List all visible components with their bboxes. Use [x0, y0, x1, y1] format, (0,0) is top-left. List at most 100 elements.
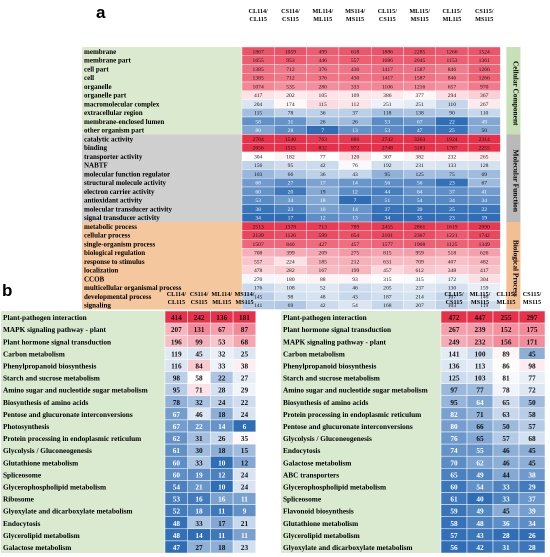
cell-value: 953 [286, 58, 295, 64]
cell-value: 54 [417, 198, 423, 204]
cell-value: 35 [417, 216, 423, 222]
cell-value: 25 [449, 207, 455, 213]
cell-value: 12 [320, 216, 326, 222]
cell-value: 120 [351, 154, 360, 160]
cell-value: 89 [502, 349, 510, 358]
cell-value: 972 [351, 146, 360, 152]
row-label: localization [84, 267, 118, 275]
cell-value: 56 [450, 543, 458, 552]
cell-value: 45 [195, 349, 203, 358]
cell-value: 14 [352, 207, 358, 213]
cell-value: 2513 [253, 224, 264, 230]
cell-value: 712 [286, 67, 295, 73]
pathway-label: Phenylpropanoid biosynthesis [3, 362, 96, 371]
row-label: signaling [84, 302, 111, 310]
pathway-label: Glycerophospholipid metabolism [283, 483, 386, 492]
cell-value: 31 [195, 434, 203, 443]
cell-value: 1361 [479, 58, 490, 64]
cell-value: 136 [216, 313, 227, 322]
cell-value: 52 [320, 286, 326, 292]
cell-value: 77 [528, 374, 536, 383]
header-b-col: CS115 [191, 299, 208, 306]
cell-value: 763 [319, 137, 328, 143]
cell-value: 28 [288, 128, 294, 134]
cell-value: 22 [218, 374, 226, 383]
cell-value: 49 [481, 119, 487, 125]
cell-value: 46 [502, 458, 510, 467]
cell-value: 152 [501, 325, 512, 334]
cell-value: 44 [385, 189, 391, 195]
cell-value: 103 [475, 374, 486, 383]
cell-value: 156 [254, 163, 263, 169]
row-label: NABTF [84, 162, 108, 170]
cell-value: 28 [502, 531, 510, 540]
cell-value: 34 [528, 519, 536, 528]
cell-value: 535 [286, 84, 295, 90]
cell-value: 100 [475, 349, 486, 358]
cell-value: 99 [195, 337, 203, 346]
cell-value: 1266 [479, 76, 490, 82]
cell-value: 32 [218, 349, 226, 358]
cell-value: 3263 [414, 137, 425, 143]
group-strip [506, 222, 521, 310]
cell-value: 34 [481, 198, 487, 204]
header-a-col-4: MS114/ [345, 8, 365, 15]
pathway-label: Ribosome [3, 495, 35, 504]
cell-value: 62 [476, 458, 484, 467]
header-a-col-6: ML115/ [409, 8, 430, 15]
cell-value: 131 [194, 325, 205, 334]
pathway-label: Amino sugar and nucleotide sugar metabol… [3, 386, 148, 395]
cell-value: 23 [449, 181, 455, 187]
cell-value: 709 [415, 259, 424, 265]
cell-value: 12 [241, 458, 249, 467]
cell-value: 26 [218, 434, 226, 443]
cell-value: 386 [383, 93, 392, 99]
cell-value: 37 [385, 207, 391, 213]
heatmap-cell [518, 540, 546, 554]
cell-value: 447 [475, 313, 486, 322]
cell-value: 1577 [382, 242, 393, 248]
cell-value: 207 [171, 325, 182, 334]
pathway-label: Endocytosis [283, 446, 320, 455]
cell-value: 1686 [382, 58, 393, 64]
cell-value: 10 [218, 483, 226, 492]
cell-value: 42 [476, 543, 484, 552]
cell-value: 42 [320, 303, 326, 309]
header-a-col-7: CL115/ [442, 8, 462, 15]
pathway-label: Glyoxylate and dicarboxylate metabolism [283, 543, 413, 552]
cell-value: 105 [319, 93, 328, 99]
cell-value: 67 [481, 181, 487, 187]
pathway-label: Pentose and glucuronate interconversions [283, 422, 413, 431]
cell-value: 145 [254, 294, 263, 300]
cell-value: 80 [255, 128, 261, 134]
pathway-label: Biosynthesis of amino acids [3, 398, 89, 407]
row-label: catalytic activity [84, 135, 134, 143]
cell-value: 36 [502, 519, 510, 528]
cell-value: 27 [288, 181, 294, 187]
cell-value: 2101 [382, 233, 393, 239]
cell-value: 41 [481, 189, 487, 195]
cell-value: 33 [195, 519, 203, 528]
cell-value: 45 [528, 446, 536, 455]
cell-value: 399 [286, 251, 295, 257]
cell-value: 72 [528, 386, 536, 395]
cell-value: 24 [241, 470, 249, 479]
cell-value: 196 [171, 337, 182, 346]
cell-value: 77 [320, 154, 326, 160]
cell-value: 125 [449, 374, 460, 383]
cell-value: 95 [450, 398, 458, 407]
pathway-label: Spliceosome [3, 470, 42, 479]
cell-value: 141 [254, 303, 263, 309]
cell-value: 58 [528, 410, 536, 419]
cell-value: 251 [415, 102, 424, 108]
cell-value: 17 [288, 216, 294, 222]
cell-value: 113 [475, 362, 486, 371]
cell-value: 2255 [479, 146, 490, 152]
cell-value: 417 [480, 268, 489, 274]
cell-value: 1125 [446, 242, 457, 248]
cell-value: 14 [218, 422, 226, 431]
cell-value: 55 [476, 446, 484, 455]
pathway-label: Glycerophospholipid metabolism [3, 483, 106, 492]
cell-value: 9 [243, 507, 247, 516]
row-label: developmental process [84, 293, 152, 301]
